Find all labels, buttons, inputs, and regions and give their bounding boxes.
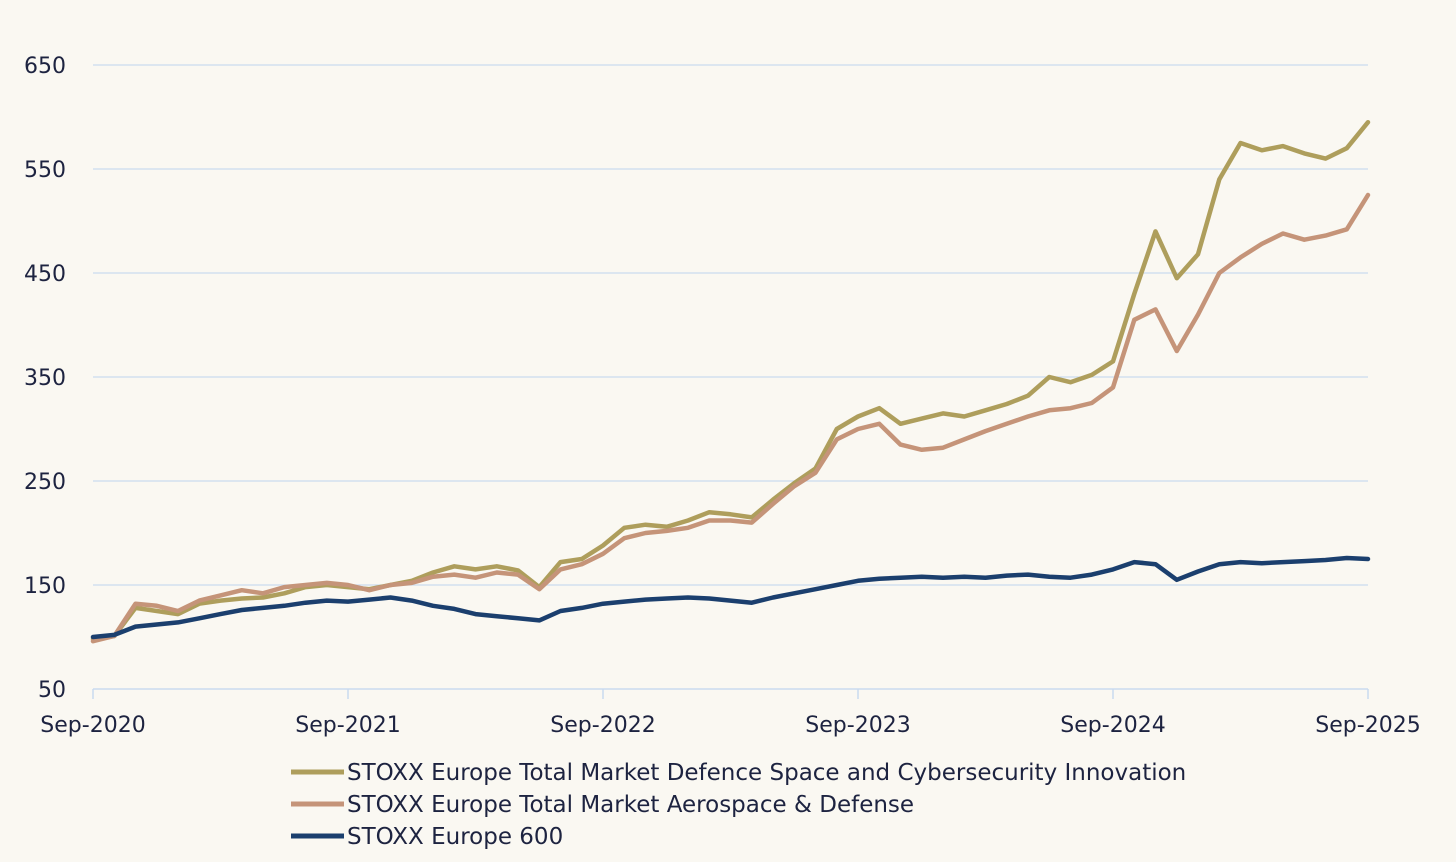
axes: 50 150 250 350 450 550 650 Sep-2020 Sep-2021 Sep-… [24, 54, 1421, 738]
legend-label-0: STOXX Europe Total Market Defence Space … [347, 760, 1186, 786]
x-tick-label: Sep-2025 [1315, 713, 1420, 738]
y-tick-label: 650 [24, 54, 66, 79]
x-tick-label: Sep-2024 [1060, 713, 1165, 738]
gridlines [93, 64, 1368, 586]
series-lines [90, 119, 1371, 644]
x-tick-label: Sep-2023 [805, 713, 910, 738]
y-tick-label: 50 [38, 678, 66, 703]
legend: STOXX Europe Total Market Defence Space … [291, 760, 1186, 850]
series-line-0 [90, 119, 1371, 642]
legend-label-1: STOXX Europe Total Market Aerospace & De… [347, 792, 914, 818]
y-tick-label: 450 [24, 262, 66, 287]
y-tick-label: 150 [24, 574, 66, 599]
y-tick-label: 250 [24, 470, 66, 495]
x-tick-label: Sep-2022 [550, 713, 655, 738]
legend-label-2: STOXX Europe 600 [347, 824, 563, 850]
x-tick-label: Sep-2021 [295, 713, 400, 738]
y-tick-label: 550 [24, 158, 66, 183]
series-line-1 [90, 192, 1371, 644]
y-tick-label: 350 [24, 366, 66, 391]
x-tick-label: Sep-2020 [40, 713, 145, 738]
series-line-2 [90, 555, 1371, 640]
